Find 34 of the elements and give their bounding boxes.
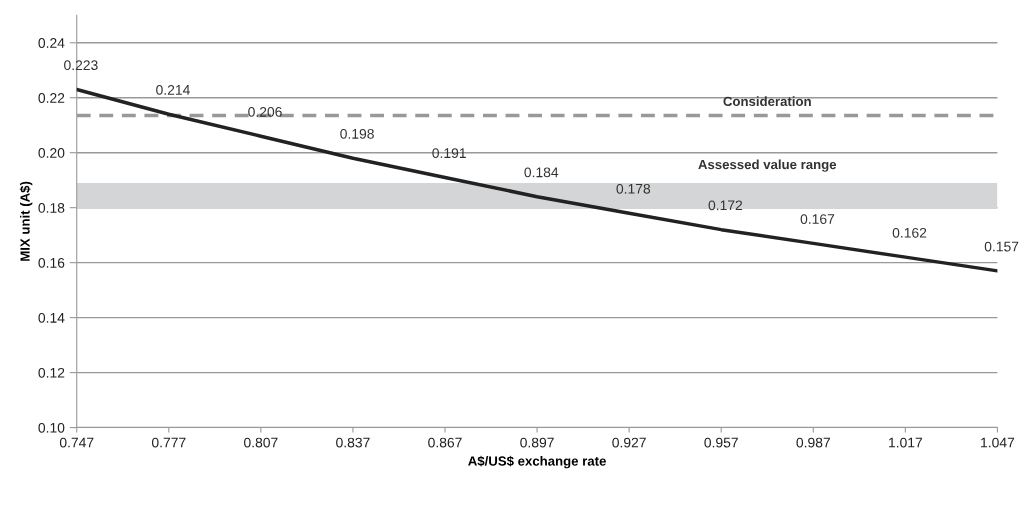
data-label: 0.198: [340, 128, 374, 139]
x-axis-title: A$/US$ exchange rate: [468, 455, 606, 469]
data-label: 0.223: [64, 60, 98, 71]
x-tick-label: 0.807: [244, 437, 278, 448]
y-tick-label: 0.18: [38, 203, 65, 213]
y-tick-label: 0.10: [38, 422, 65, 433]
data-label: 0.206: [248, 106, 282, 117]
data-label: 0.184: [524, 167, 559, 178]
x-tick-label: 0.927: [612, 437, 646, 448]
y-tick-label: 0.16: [38, 257, 65, 268]
data-label: 0.157: [984, 241, 1019, 252]
band-label: Assessed value range: [698, 159, 837, 172]
x-tick-label: 0.897: [520, 437, 554, 448]
y-tick-label: 0.14: [38, 312, 65, 323]
data-label: 0.178: [616, 183, 651, 194]
data-label: 0.162: [892, 227, 927, 238]
data-label: 0.214: [156, 84, 190, 95]
y-tick-label: 0.24: [38, 38, 65, 48]
x-tick-label: 0.777: [151, 437, 186, 448]
ref-line-label: Consideration: [723, 96, 811, 107]
y-axis-title: MIX unit (A$): [19, 181, 33, 261]
x-tick-label: 0.867: [428, 437, 462, 448]
y-tick-label: 0.12: [38, 367, 65, 378]
y-tick-label: 0.22: [38, 93, 65, 103]
data-label: 0.172: [708, 200, 743, 211]
y-tick-label: 0.20: [38, 148, 65, 158]
x-tick-label: 0.837: [336, 437, 370, 448]
data-label: 0.167: [800, 214, 835, 224]
x-tick-label: 0.987: [796, 437, 830, 448]
data-label: 0.191: [432, 148, 466, 159]
x-tick-label: 0.957: [704, 437, 738, 448]
x-tick-label: 1.047: [981, 437, 1015, 448]
x-tick-label: 0.747: [59, 437, 94, 448]
x-tick-label: 1.017: [889, 437, 923, 448]
